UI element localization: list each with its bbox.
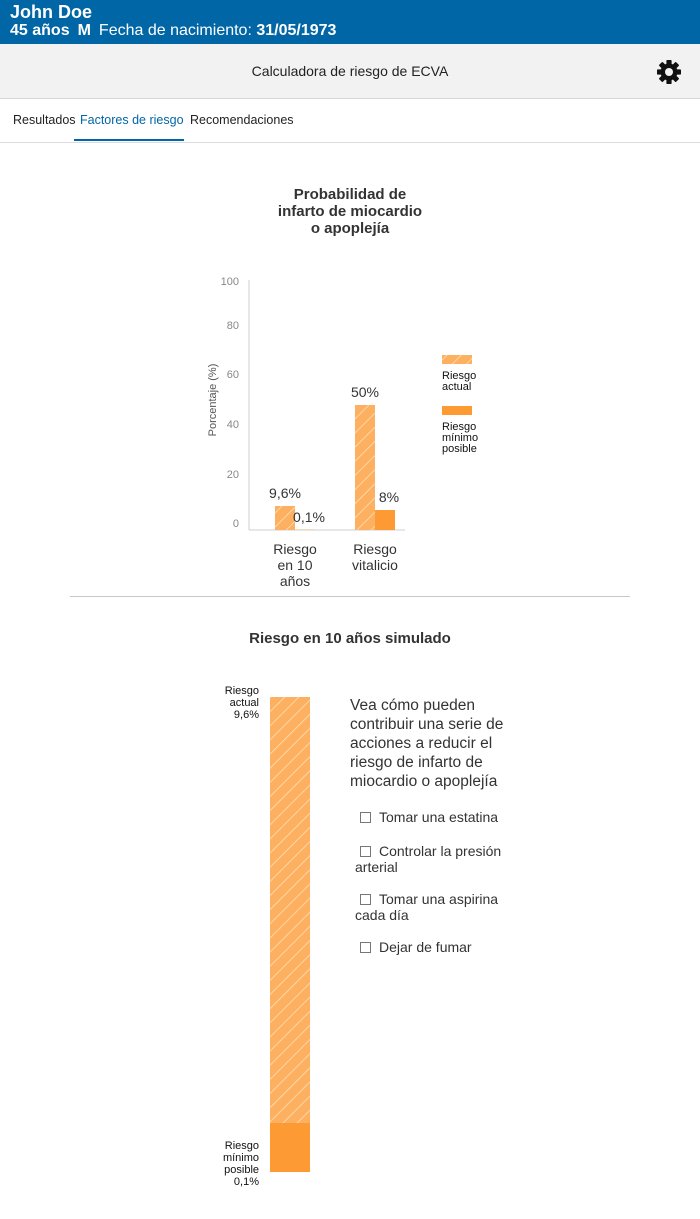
- action-label: Tomar una aspirina cada día: [355, 891, 499, 923]
- checkbox[interactable]: [360, 812, 371, 823]
- minimum-risk-value: 0,1%: [233, 1176, 259, 1188]
- minimum-risk-label-line: mínimo: [222, 1152, 259, 1164]
- bar-data-label: 8%: [379, 489, 399, 505]
- legend-swatch-current: [442, 355, 472, 364]
- y-axis-label: Porcentaje (%): [207, 364, 219, 437]
- section-divider: [70, 596, 630, 597]
- bar-current-risk: [275, 506, 295, 530]
- chart-title-line: infarto de miocardio: [277, 203, 423, 220]
- action-statin[interactable]: Tomar una estatina: [355, 809, 525, 825]
- tab-recomendaciones[interactable]: Recomendaciones: [190, 113, 294, 127]
- legend-swatch-minimum: [442, 406, 472, 415]
- x-category-label: años: [280, 573, 310, 589]
- x-category-label: vitalicio: [352, 557, 398, 573]
- current-risk-label-line: Riesgo: [224, 685, 259, 697]
- y-tick-label: 80: [227, 320, 239, 332]
- action-aspirin[interactable]: Tomar una aspirina cada día: [355, 891, 525, 923]
- x-category-label: Riesgo: [353, 541, 397, 557]
- legend-label: posible: [442, 443, 477, 455]
- minimum-risk-label-line: Riesgo: [224, 1140, 259, 1152]
- x-category-label: en 10: [277, 557, 312, 573]
- action-blood-pressure[interactable]: Controlar la presión arterial: [355, 843, 525, 875]
- bar-data-label: 9,6%: [269, 485, 301, 501]
- simulated-risk-bar: [270, 697, 310, 1172]
- patient-name: John Doe: [10, 2, 93, 22]
- action-label: Dejar de fumar: [379, 939, 472, 955]
- chart-title-line: o apoplejía: [310, 220, 390, 237]
- current-risk-value: 9,6%: [233, 709, 259, 721]
- y-tick-label: 20: [227, 469, 239, 481]
- bar-current-risk: [355, 405, 375, 530]
- tab-resultados[interactable]: Resultados: [13, 113, 76, 127]
- legend-label: actual: [442, 381, 471, 393]
- patient-header: John Doe 45 años M Fecha de nacimiento: 31…: [0, 0, 700, 44]
- y-tick-label: 0: [233, 518, 239, 530]
- current-risk-label: Riesgo actual 9,6%: [195, 685, 259, 721]
- y-tick-label: 40: [227, 419, 239, 431]
- checkbox[interactable]: [360, 846, 371, 857]
- minimum-risk-label-line: posible: [224, 1164, 259, 1176]
- probability-chart-title: Probabilidad de infarto de miocardio o a…: [200, 186, 500, 237]
- simulation-intro: Vea cómo pueden contribuir una serie de …: [350, 697, 504, 790]
- action-label: Controlar la presión arterial: [355, 843, 502, 875]
- checkbox[interactable]: [360, 942, 371, 953]
- chart-title-line: Probabilidad de: [293, 186, 407, 203]
- patient-meta: 45 años M Fecha de nacimiento: 31/05/1973: [10, 21, 690, 41]
- checkbox[interactable]: [360, 894, 371, 905]
- bar-data-label: 50%: [351, 384, 379, 400]
- y-tick-label: 60: [227, 369, 239, 381]
- tab-bar: Resultados Factores de riesgo Recomendac…: [0, 99, 700, 143]
- settings-button[interactable]: [655, 58, 683, 86]
- app-title: Calculadora de riesgo de ECVA: [251, 63, 449, 79]
- simulated-risk-bar-svg: [270, 697, 310, 1172]
- patient-sex: M: [77, 22, 91, 39]
- probability-bar-chart: 0 20 40 60 80 100 Porcentaje (%) 9,6% 50% 0,1% 8% R…: [0, 250, 700, 595]
- toolbar: Calculadora de riesgo de ECVA: [0, 44, 700, 99]
- legend-label: Riesgo: [442, 421, 476, 433]
- gear-icon: [657, 60, 681, 84]
- probability-chart-svg: 0 20 40 60 80 100 Porcentaje (%) 9,6% 50% 0,1% 8% R…: [207, 276, 478, 589]
- x-category-label: Riesgo: [273, 541, 317, 557]
- simulated-minimum-risk-fill: [270, 1123, 310, 1172]
- simulation-title: Riesgo en 10 años simulado: [249, 630, 451, 647]
- dob-label: Fecha de nacimiento:: [98, 22, 252, 39]
- action-quit-smoking[interactable]: Dejar de fumar: [355, 939, 525, 955]
- bar-minimum-risk: [375, 510, 395, 530]
- current-risk-label-line: actual: [229, 697, 259, 709]
- simulated-current-risk-fill: [270, 697, 310, 1172]
- patient-age: 45 años: [10, 22, 70, 39]
- tab-factores-de-riesgo[interactable]: Factores de riesgo: [74, 99, 184, 141]
- y-tick-label: 100: [221, 276, 239, 288]
- legend-label: mínimo: [442, 432, 478, 444]
- legend-label: Riesgo: [442, 370, 476, 382]
- action-label: Tomar una estatina: [379, 809, 499, 825]
- bar-data-label: 0,1%: [293, 509, 325, 525]
- minimum-risk-label: Riesgo mínimo posible 0,1%: [195, 1140, 259, 1188]
- patient-dob: 31/05/1973: [256, 22, 337, 39]
